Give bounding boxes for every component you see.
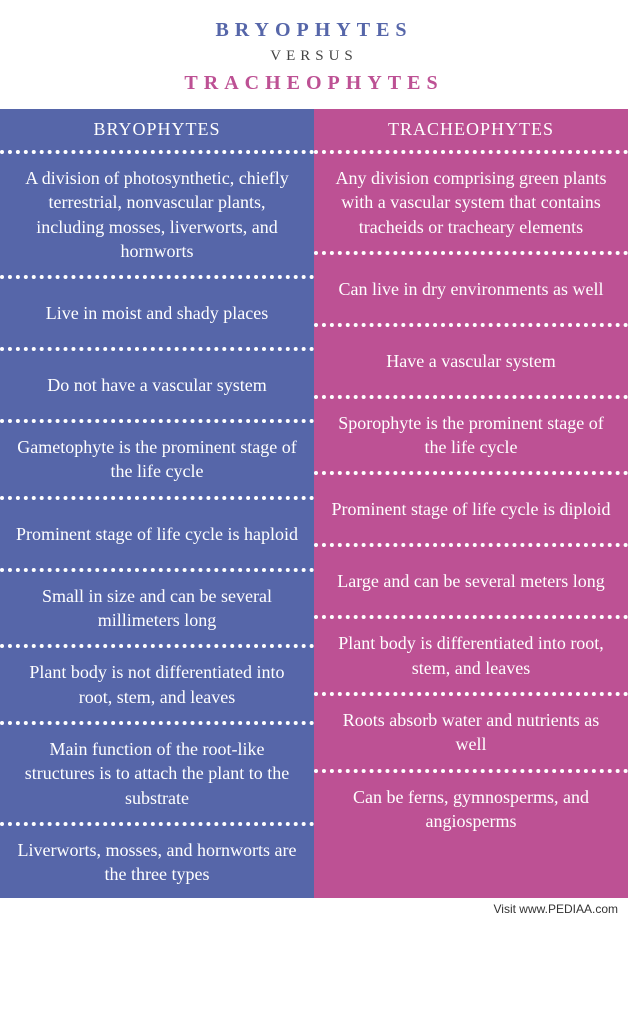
columns: BRYOPHYTES A division of photosynthetic,… <box>0 109 628 898</box>
right-cell: Have a vascular system <box>314 323 628 395</box>
left-cell: Small in size and can be several millime… <box>0 568 314 645</box>
left-cell: Main function of the root-like structure… <box>0 721 314 822</box>
comparison-infographic: BRYOPHYTES VERSUS TRACHEOPHYTES BRYOPHYT… <box>0 0 628 924</box>
right-cell: Any division comprising green plants wit… <box>314 150 628 251</box>
right-cell: Large and can be several meters long <box>314 543 628 615</box>
right-cell: Can be ferns, gymnosperms, and angiosper… <box>314 769 628 846</box>
title-left: BRYOPHYTES <box>0 14 628 46</box>
title-right: TRACHEOPHYTES <box>0 67 628 99</box>
left-cell: Liverworts, mosses, and hornworts are th… <box>0 822 314 899</box>
title-versus: VERSUS <box>0 46 628 67</box>
right-cell: Roots absorb water and nutrients as well <box>314 692 628 769</box>
left-cell: Do not have a vascular system <box>0 347 314 419</box>
left-cell: A division of photosynthetic, chiefly te… <box>0 150 314 275</box>
right-cell: Sporophyte is the prominent stage of the… <box>314 395 628 472</box>
title-block: BRYOPHYTES VERSUS TRACHEOPHYTES <box>0 0 628 109</box>
right-column-header: TRACHEOPHYTES <box>314 109 628 150</box>
left-cell: Live in moist and shady places <box>0 275 314 347</box>
right-cell: Can live in dry environments as well <box>314 251 628 323</box>
right-cell: Plant body is differentiated into root, … <box>314 615 628 692</box>
left-column: BRYOPHYTES A division of photosynthetic,… <box>0 109 314 898</box>
footer-credit: Visit www.PEDIAA.com <box>0 898 628 924</box>
left-cell: Gametophyte is the prominent stage of th… <box>0 419 314 496</box>
right-column: TRACHEOPHYTES Any division comprising gr… <box>314 109 628 898</box>
left-cell: Prominent stage of life cycle is haploid <box>0 496 314 568</box>
right-cell: Prominent stage of life cycle is diploid <box>314 471 628 543</box>
left-cell: Plant body is not differentiated into ro… <box>0 644 314 721</box>
left-column-header: BRYOPHYTES <box>0 109 314 150</box>
